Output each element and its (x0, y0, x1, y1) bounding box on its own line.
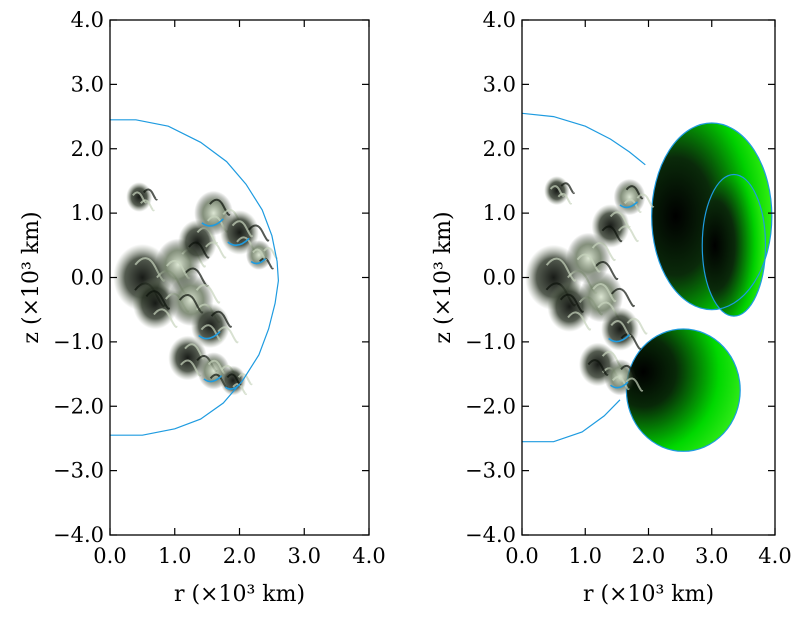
flame-front-segment (201, 218, 224, 227)
y-tick-label: 2.0 (71, 137, 104, 161)
left-panel: 0.0 1.0 2.0 3.0 4.0 4.0 3.0 2.0 1.0 0.0 −1.0 −2.0 −3… (19, 8, 386, 607)
ash-swirl (188, 241, 210, 259)
ash-swirl (237, 373, 253, 386)
ash-swirl (205, 241, 227, 259)
y-axis-label: z (×10³ km) (19, 211, 44, 343)
flame-front-segment (203, 375, 223, 383)
x-tick-label: 2.0 (632, 544, 665, 568)
ash-swirl (592, 283, 617, 303)
y-tick-label: 4.0 (483, 8, 516, 32)
ash-swirl (591, 241, 616, 262)
ash-swirl (557, 192, 573, 205)
flame-front-segment (619, 201, 638, 209)
star-surface-contour (110, 119, 280, 436)
ash-swirl (625, 377, 644, 392)
ash-swirl (259, 257, 274, 270)
flame-front-segment (250, 258, 266, 265)
ash-swirl (132, 191, 147, 204)
ash-swirl (153, 308, 178, 328)
y-tick-label: 1.0 (483, 201, 516, 225)
x-tick-label: 1.0 (158, 544, 191, 568)
right-panel: 0.0 1.0 2.0 3.0 4.0 4.0 3.0 2.0 1.0 0.0 −1.0 −2.0 −3… (431, 8, 792, 607)
star-surface-contour (522, 112, 646, 166)
ash-swirl (636, 193, 655, 208)
ash-swirl (609, 211, 631, 228)
ash-blob (132, 277, 178, 330)
ash-swirl (601, 225, 623, 243)
x-axis-label: r (×10³ km) (174, 582, 305, 607)
flame-front-segment (608, 334, 631, 343)
ash-swirl (559, 293, 584, 313)
y-tick-label: 2.0 (483, 137, 516, 161)
ash-swirl (610, 287, 635, 308)
ash-swirl (611, 375, 630, 391)
flame-front-segment (198, 331, 221, 340)
y-axis-label: z (×10³ km) (431, 211, 456, 343)
ash-swirl (545, 257, 577, 282)
x-tick-label: 4.0 (758, 544, 791, 568)
ash-swirl (200, 324, 222, 342)
flame-front-segment (227, 237, 250, 247)
y-tick-label: −2.0 (53, 394, 104, 418)
ash-swirl (139, 199, 155, 212)
ash-blob (544, 176, 570, 206)
x-tick-label: 0.0 (93, 544, 126, 568)
y-tick-label: −3.0 (465, 459, 516, 483)
y-tick-label: −1.0 (53, 330, 104, 354)
y-tick-label: 0.0 (71, 266, 104, 290)
ash-swirl (560, 182, 575, 195)
ash-swirl (626, 317, 648, 335)
ash-swirl (217, 326, 239, 344)
y-tick-label: −2.0 (465, 394, 516, 418)
ash-swirl (610, 320, 632, 337)
y-tick-label: 4.0 (71, 8, 104, 32)
plot-area (110, 119, 280, 436)
ash-swirl (623, 198, 642, 214)
flame-front-segment (610, 381, 629, 389)
ash-swirl (618, 225, 639, 243)
ash-swirl (567, 311, 592, 331)
y-tick-label: −1.0 (465, 330, 516, 354)
y-tick-label: 3.0 (71, 72, 104, 96)
y-tick-label: 3.0 (483, 72, 516, 96)
detonation-bubble-lower (626, 329, 741, 452)
y-tick-label: −3.0 (53, 459, 104, 483)
ash-blob (245, 240, 272, 270)
ash-swirl (620, 333, 642, 350)
x-tick-label: 2.0 (223, 544, 256, 568)
y-tick-label: −4.0 (53, 523, 104, 547)
ash-swirl (625, 185, 644, 200)
ash-swirl (210, 310, 232, 328)
x-tick-label: 1.0 (569, 544, 602, 568)
ash-swirl (142, 188, 158, 201)
ash-swirl (248, 224, 270, 242)
y-tick-label: 1.0 (71, 201, 104, 225)
y-tick-label: −4.0 (465, 523, 516, 547)
x-axis-label: r (×10³ km) (583, 582, 714, 607)
x-tick-label: 3.0 (288, 544, 321, 568)
ash-blob (601, 307, 640, 351)
ash-blob (126, 182, 153, 212)
x-tick-label: 3.0 (695, 544, 728, 568)
ash-swirl (231, 220, 253, 238)
ash-swirl (195, 284, 221, 304)
star-surface-contour-bottom (522, 399, 621, 443)
bubble-outline (651, 122, 773, 311)
bubble-outline (701, 173, 767, 317)
ash-swirl (232, 383, 248, 396)
y-tick-label: 0.0 (483, 266, 516, 290)
ash-swirl (549, 185, 565, 197)
detonation-bubble-upper-outer (702, 174, 766, 317)
plot-area (522, 112, 773, 452)
ash-swirl (620, 364, 638, 380)
ash-swirl (145, 290, 171, 310)
x-tick-label: 0.0 (505, 544, 538, 568)
x-tick-label: 4.0 (352, 544, 385, 568)
